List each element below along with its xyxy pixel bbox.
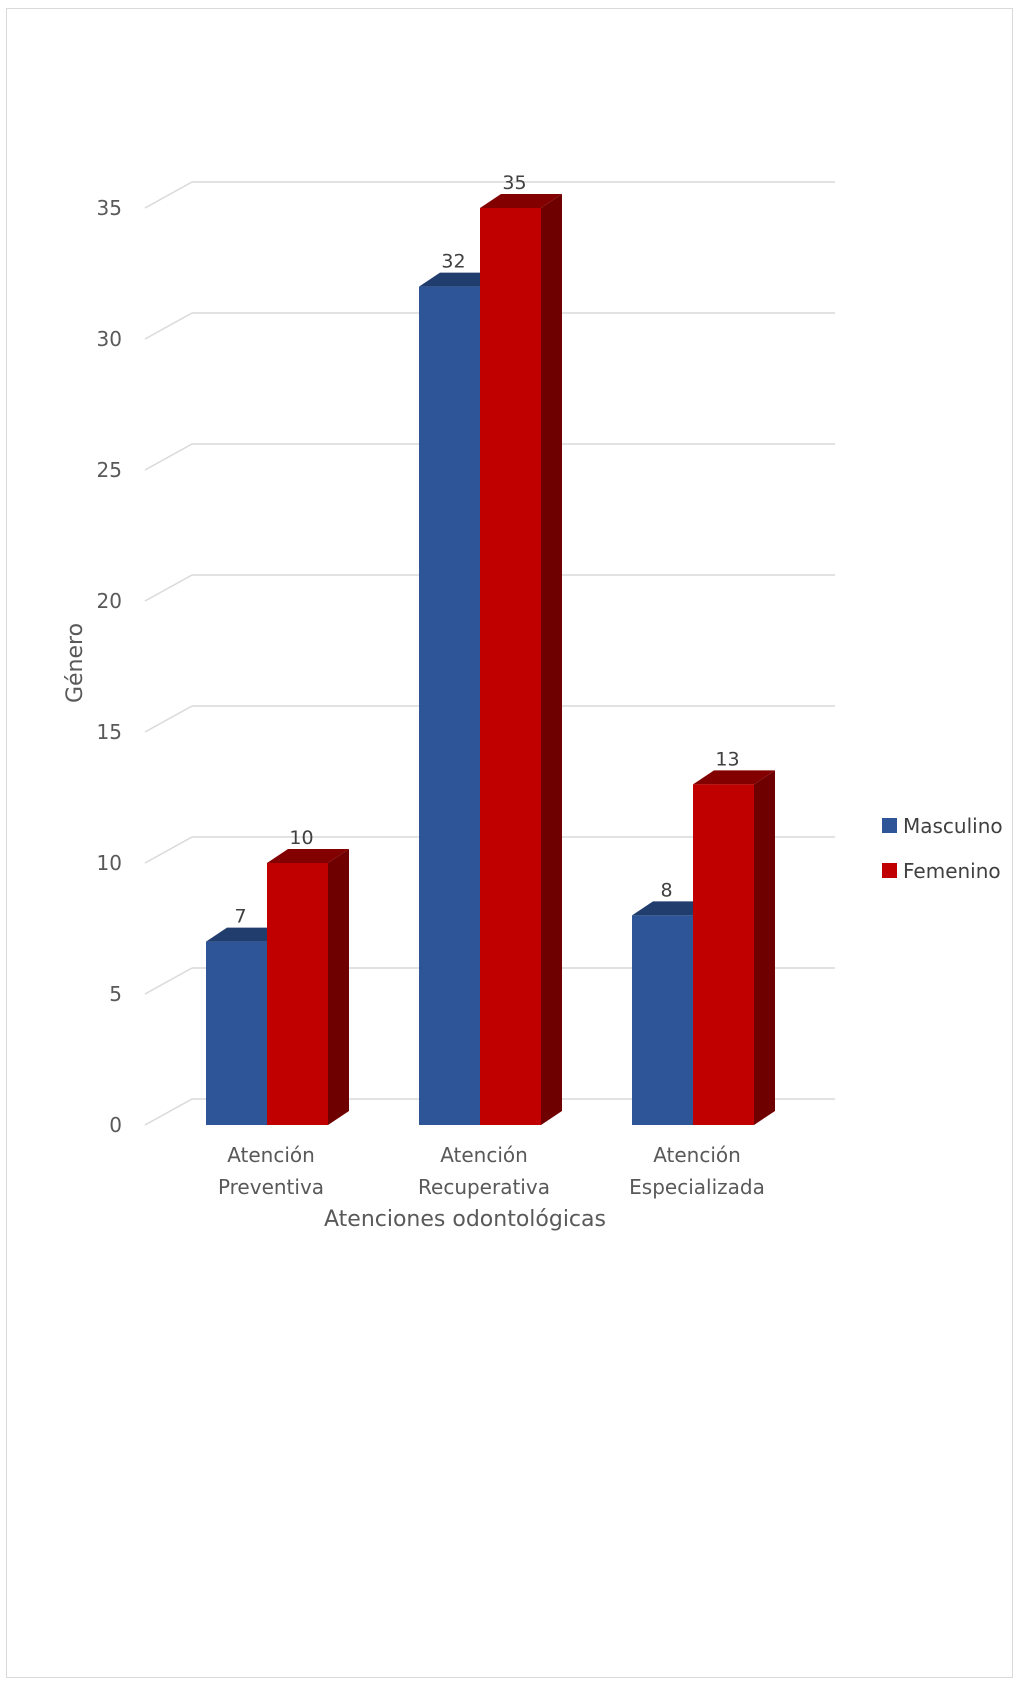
legend-label: Masculino bbox=[903, 814, 1003, 838]
x-axis-ticks: Atención Preventiva Atención Recuperativa At… bbox=[218, 1143, 765, 1199]
x-tick-label: Atención Especializada bbox=[629, 1143, 765, 1199]
bar bbox=[480, 194, 562, 1125]
data-label: 10 bbox=[289, 827, 313, 849]
legend-item: Femenino bbox=[882, 859, 1001, 883]
gridline bbox=[144, 181, 835, 209]
y-tick-label: 25 bbox=[97, 458, 122, 482]
legend: Masculino Femenino bbox=[882, 814, 1003, 883]
data-label: 7 bbox=[234, 906, 246, 928]
data-label: 8 bbox=[660, 879, 672, 901]
x-tick-label: Atención Recuperativa bbox=[418, 1143, 550, 1199]
bars bbox=[206, 194, 775, 1126]
legend-item: Masculino bbox=[882, 814, 1003, 838]
legend-label: Femenino bbox=[903, 859, 1001, 883]
data-label: 32 bbox=[441, 251, 465, 273]
legend-swatch bbox=[882, 818, 897, 833]
y-tick-label: 0 bbox=[109, 1113, 122, 1137]
y-tick-label: 5 bbox=[109, 982, 122, 1006]
legend-swatch bbox=[882, 863, 897, 878]
bar bbox=[267, 849, 349, 1125]
y-tick-label: 35 bbox=[97, 196, 122, 220]
y-tick-label: 20 bbox=[97, 589, 122, 613]
data-labels: 7 10 32 35 8 13 bbox=[234, 172, 739, 928]
y-axis-title: Género bbox=[63, 623, 88, 703]
y-axis-ticks: 0 5 10 15 20 25 30 35 bbox=[97, 196, 122, 1137]
y-tick-label: 10 bbox=[97, 851, 122, 875]
data-label: 35 bbox=[502, 172, 526, 194]
data-label: 13 bbox=[715, 748, 739, 770]
x-tick-label: Atención Preventiva bbox=[218, 1143, 324, 1199]
y-tick-label: 30 bbox=[97, 327, 122, 351]
bar bbox=[693, 770, 775, 1125]
x-axis-title: Atenciones odontológicas bbox=[324, 1207, 606, 1232]
y-tick-label: 15 bbox=[97, 720, 122, 744]
